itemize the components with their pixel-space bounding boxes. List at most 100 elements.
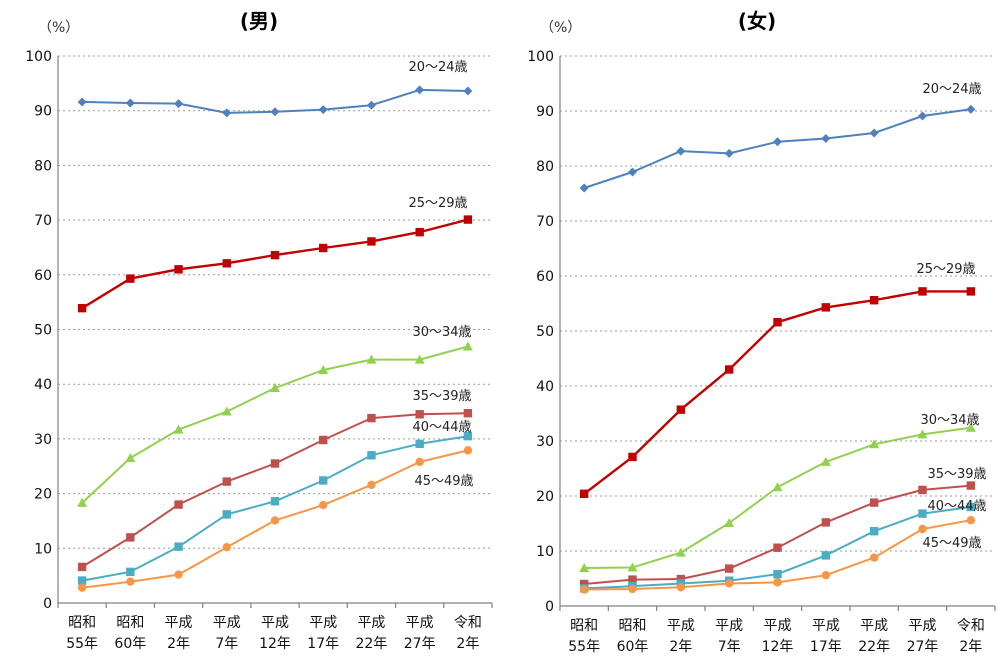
data-point — [463, 446, 473, 455]
data-point — [724, 564, 734, 573]
data-point — [77, 562, 87, 572]
data-point — [869, 498, 879, 507]
y-tick-label: 10 — [34, 541, 52, 557]
x-tick-label: 平成 — [812, 618, 840, 634]
x-tick-label: 12年 — [259, 636, 291, 652]
y-tick-label: 30 — [536, 434, 554, 450]
data-point — [318, 105, 328, 115]
x-tick-label: 平成 — [213, 615, 241, 631]
data-point — [773, 543, 782, 552]
data-point — [319, 435, 328, 445]
y-tick-label: 100 — [25, 49, 52, 65]
y-tick-label: 70 — [536, 214, 554, 230]
data-point — [676, 583, 686, 592]
chart-panel-1: (女) （%） 0 10 20 30 40 50 60 70 80 90 100 昭和 55年 昭和 60年 平成… — [527, 9, 996, 655]
series-label: 40～44歳 — [927, 499, 986, 514]
data-point — [174, 542, 183, 551]
series-label: 45～49歳 — [414, 474, 473, 489]
data-point — [270, 250, 280, 260]
data-point — [579, 563, 590, 573]
y-tick-label: 50 — [34, 323, 52, 339]
data-point — [772, 482, 783, 492]
chart-title: (女) — [738, 9, 776, 33]
data-point — [415, 439, 424, 449]
series-label: 35～39歳 — [412, 389, 471, 404]
y-tick-label: 0 — [43, 596, 52, 612]
data-point — [966, 287, 976, 296]
data-point — [918, 111, 927, 121]
data-point — [414, 354, 425, 364]
data-point — [222, 108, 232, 118]
x-tick-label: 令和 — [957, 618, 985, 634]
data-point — [126, 577, 135, 586]
x-tick-label: 昭和 — [116, 615, 144, 631]
series-label: 20～24歳 — [922, 82, 981, 97]
data-point — [966, 104, 976, 114]
data-point — [270, 383, 280, 393]
x-tick-label: 平成 — [165, 615, 193, 631]
data-point — [173, 424, 184, 434]
data-point — [366, 354, 377, 364]
chart-title: (男) — [240, 9, 278, 33]
data-point — [319, 476, 328, 485]
data-point — [319, 243, 328, 253]
y-tick-label: 80 — [34, 158, 52, 174]
data-point — [628, 575, 637, 584]
data-point — [77, 583, 87, 592]
series-label: 30～34歳 — [920, 413, 979, 428]
x-tick-label: 昭和 — [619, 618, 647, 634]
x-tick-label: 55年 — [66, 636, 98, 652]
data-point — [675, 547, 686, 557]
data-point — [367, 413, 376, 423]
data-point — [676, 146, 686, 156]
y-unit-label: （%） — [540, 20, 581, 36]
x-tick-label: 7年 — [215, 636, 238, 652]
data-point — [222, 477, 231, 486]
data-point — [318, 364, 329, 374]
series-line — [583, 108, 971, 189]
data-point — [174, 500, 183, 509]
x-tick-label: 17年 — [307, 636, 339, 652]
data-point — [367, 480, 376, 490]
data-point — [821, 551, 831, 560]
data-point — [222, 543, 231, 552]
series-label: 35～39歳 — [927, 467, 986, 482]
data-point — [222, 510, 231, 519]
data-point — [676, 574, 686, 584]
data-point — [917, 429, 928, 439]
y-tick-label: 100 — [527, 49, 554, 65]
x-tick-label: 2年 — [456, 636, 479, 652]
data-point — [463, 431, 473, 441]
y-tick-label: 60 — [34, 268, 52, 284]
series-label: 45～49歳 — [922, 536, 981, 551]
y-tick-label: 0 — [545, 599, 554, 615]
x-tick-label: 平成 — [357, 615, 385, 631]
data-point — [676, 405, 686, 414]
x-tick-label: 22年 — [356, 636, 388, 652]
x-tick-label: 平成 — [764, 618, 792, 634]
data-point — [821, 303, 831, 312]
data-point — [270, 107, 280, 117]
data-point — [579, 183, 589, 193]
data-point — [821, 518, 831, 527]
data-point — [965, 422, 976, 432]
x-tick-label: 2年 — [167, 636, 190, 652]
data-point — [174, 265, 183, 274]
data-point — [579, 579, 589, 589]
series-line — [81, 412, 468, 568]
data-point — [869, 527, 879, 536]
series-label: 25～29歳 — [408, 196, 467, 211]
x-tick-label: 2年 — [669, 639, 692, 655]
y-tick-label: 40 — [34, 377, 52, 393]
y-unit-label: （%） — [38, 20, 79, 36]
x-tick-label: 平成 — [860, 618, 888, 634]
data-point — [773, 318, 782, 327]
data-point — [724, 365, 734, 374]
x-tick-label: 12年 — [762, 639, 794, 655]
series-line — [81, 345, 469, 504]
x-tick-label: 平成 — [909, 618, 937, 634]
data-point — [77, 576, 87, 585]
data-point — [77, 97, 87, 107]
x-tick-label: 昭和 — [570, 618, 598, 634]
